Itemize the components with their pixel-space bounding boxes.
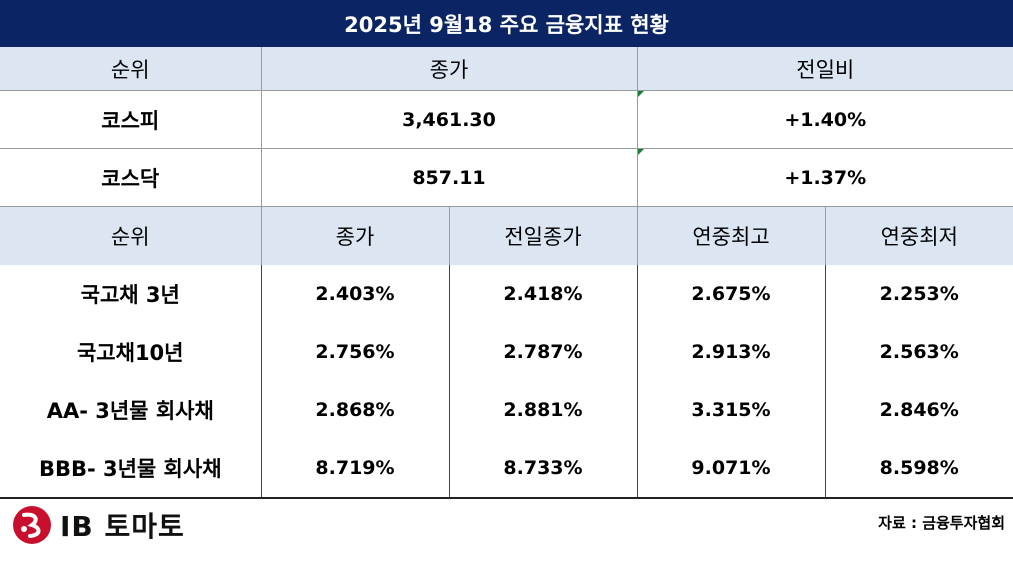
ib-tomato-logo: IB 토마토: [12, 502, 185, 548]
row-year-low: 2.253%: [879, 283, 959, 305]
header-close: 종가: [261, 207, 450, 265]
index-table: 순위 종가 전일비 코스피 3,461.30 +1.40% 코스닥 857.11…: [0, 47, 1013, 207]
table-row: 국고채 3년 2.403% 2.418% 2.675% 2.253%: [0, 265, 1013, 323]
row-close: 3,461.30: [261, 90, 638, 149]
row-close: 2.756%: [261, 323, 450, 381]
row-change: +1.37%: [637, 148, 1013, 207]
row-year-high: 2.675%: [637, 265, 826, 323]
row-close: 2.868%: [261, 381, 450, 439]
page-title: 2025년 9월18 주요 금융지표 현황: [0, 0, 1013, 47]
header-rank: 순위: [0, 207, 262, 265]
row-name: 국고채10년: [0, 323, 262, 381]
header-year-high: 연중최고: [637, 207, 826, 265]
row-year-high: 2.913%: [637, 323, 826, 381]
row-year-low: 2.563%: [879, 341, 959, 363]
source-label: 자료 : 금융투자협회: [878, 514, 1005, 532]
row-name: BBB- 3년물 회사채: [0, 439, 262, 498]
row-change: +1.40%: [637, 90, 1013, 149]
row-close: 2.403%: [261, 265, 450, 323]
tomato-logo-icon: [13, 506, 51, 544]
table-row: 코스피 3,461.30 +1.40%: [0, 90, 1013, 149]
row-close: 857.11: [261, 148, 638, 207]
table-row: 국고채10년 2.756% 2.787% 2.913% 2.563%: [0, 323, 1013, 381]
table-header-row: 순위 종가 전일비: [0, 47, 1013, 91]
row-year-high: 9.071%: [637, 439, 826, 498]
row-prev-close: 2.418%: [449, 265, 638, 323]
row-prev-close: 2.881%: [449, 381, 638, 439]
row-close: 8.719%: [261, 439, 450, 498]
bond-table: 순위 종가 전일종가 연중최고 연중최저 국고채 3년 2.403% 2.418…: [0, 207, 1013, 499]
table-row: AA- 3년물 회사채 2.868% 2.881% 3.315% 2.846%: [0, 381, 1013, 439]
row-prev-close: 8.733%: [449, 439, 638, 498]
row-prev-close: 2.787%: [449, 323, 638, 381]
row-year-low: 2.846%: [879, 399, 959, 421]
header-year-low: 연중최저: [825, 207, 1013, 265]
header-rank: 순위: [0, 47, 262, 91]
row-name: 국고채 3년: [0, 265, 262, 323]
header-close: 종가: [261, 47, 638, 91]
row-year-high: 3.315%: [637, 381, 826, 439]
row-name: AA- 3년물 회사채: [0, 381, 262, 439]
header-change: 전일비: [637, 47, 1013, 91]
row-name: 코스피: [0, 90, 262, 149]
row-name: 코스닥: [0, 148, 262, 207]
header-prev-close: 전일종가: [449, 207, 638, 265]
table-header-row: 순위 종가 전일종가 연중최고 연중최저: [0, 207, 1013, 265]
row-year-low: 8.598%: [879, 457, 959, 479]
table-row: 코스닥 857.11 +1.37%: [0, 148, 1013, 207]
table-row: BBB- 3년물 회사채 8.719% 8.733% 9.071% 8.598%: [0, 439, 1013, 498]
logo-text: IB 토마토: [60, 510, 185, 543]
